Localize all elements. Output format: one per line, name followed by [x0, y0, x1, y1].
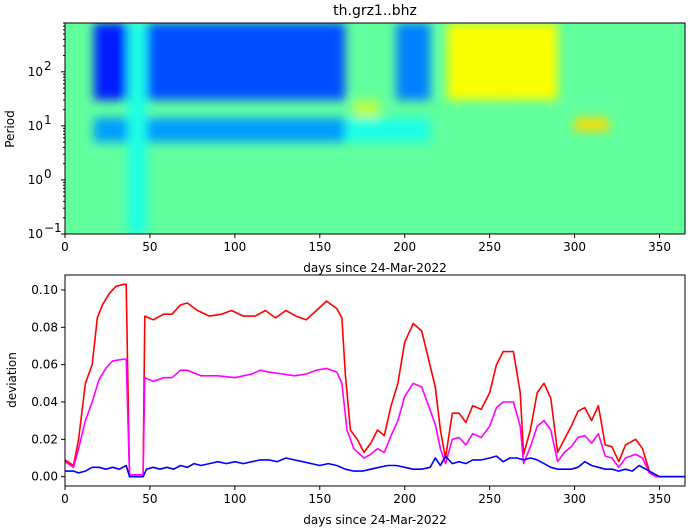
line-series-3 [65, 455, 685, 478]
heatmap-x-label: days since 24-Mar-2022 [303, 261, 446, 275]
heatmap-x-tick-label: 0 [61, 240, 69, 254]
line-x-tick-label: 50 [142, 492, 157, 506]
heatmap-x-tick-label: 200 [393, 240, 416, 254]
line-x-tick-label: 0 [61, 492, 69, 506]
line-y-tick-label: 0.00 [31, 470, 58, 484]
heatmap-y-tick-label: 10 [28, 173, 43, 187]
heatmap-x-tick-label: 150 [308, 240, 331, 254]
heatmap-x-ticks: 0 50 100 150 200 250 300 350 [61, 234, 671, 254]
heatmap-regions [93, 23, 609, 234]
line-x-tick-label: 150 [308, 492, 331, 506]
line-plot-frame [64, 274, 686, 487]
heatmap-x-tick-label: 250 [478, 240, 501, 254]
heatmap-y-tick-label: 10 [28, 65, 43, 79]
heatmap-region [353, 100, 380, 118]
heatmap-y-tick-exponent: −1 [44, 221, 62, 235]
line-x-tick-label: 300 [563, 492, 586, 506]
line-series-2 [65, 358, 685, 478]
line-y-ticks: 0.00 0.02 0.04 0.06 0.08 0.10 [31, 283, 65, 484]
line-x-label: days since 24-Mar-2022 [303, 513, 446, 527]
heatmap-title: th.grz1..bhz [333, 3, 417, 19]
heatmap-x-tick-label: 350 [648, 240, 671, 254]
heatmap-region [574, 117, 609, 132]
heatmap-cells [65, 23, 685, 234]
line-y-tick-label: 0.08 [31, 320, 58, 334]
heatmap-region [93, 23, 128, 101]
line-x-ticks: 0 50 100 150 200 250 300 350 [61, 486, 671, 506]
line-x-tick-label: 350 [648, 492, 671, 506]
heatmap-region [396, 23, 431, 101]
line-series-1 [65, 283, 685, 478]
heatmap-y-tick-exponent: 1 [44, 113, 52, 127]
line-x-tick-label: 250 [478, 492, 501, 506]
heatmap-y-tick-exponent: 2 [44, 59, 52, 73]
line-x-tick-label: 100 [223, 492, 246, 506]
heatmap-x-tick-label: 100 [223, 240, 246, 254]
line-series-group [65, 283, 685, 478]
line-y-label: deviation [5, 352, 19, 408]
heatmap-region [127, 23, 147, 234]
heatmap-region [447, 23, 558, 101]
line-y-tick-label: 0.02 [31, 432, 58, 446]
heatmap-x-tick-label: 50 [142, 240, 157, 254]
heatmap-y-tick-label: 10 [28, 227, 43, 241]
heatmap-region [345, 117, 431, 143]
heatmap-y-tick-label: 10 [28, 119, 43, 133]
line-x-tick-label: 200 [393, 492, 416, 506]
heatmap-x-tick-label: 300 [563, 240, 586, 254]
line-y-tick-label: 0.04 [31, 395, 58, 409]
line-y-tick-label: 0.10 [31, 283, 58, 297]
heatmap-region [146, 23, 346, 101]
heatmap-y-label: Period [3, 110, 17, 147]
line-y-tick-label: 0.06 [31, 358, 58, 372]
heatmap-y-tick-exponent: 0 [44, 167, 52, 181]
